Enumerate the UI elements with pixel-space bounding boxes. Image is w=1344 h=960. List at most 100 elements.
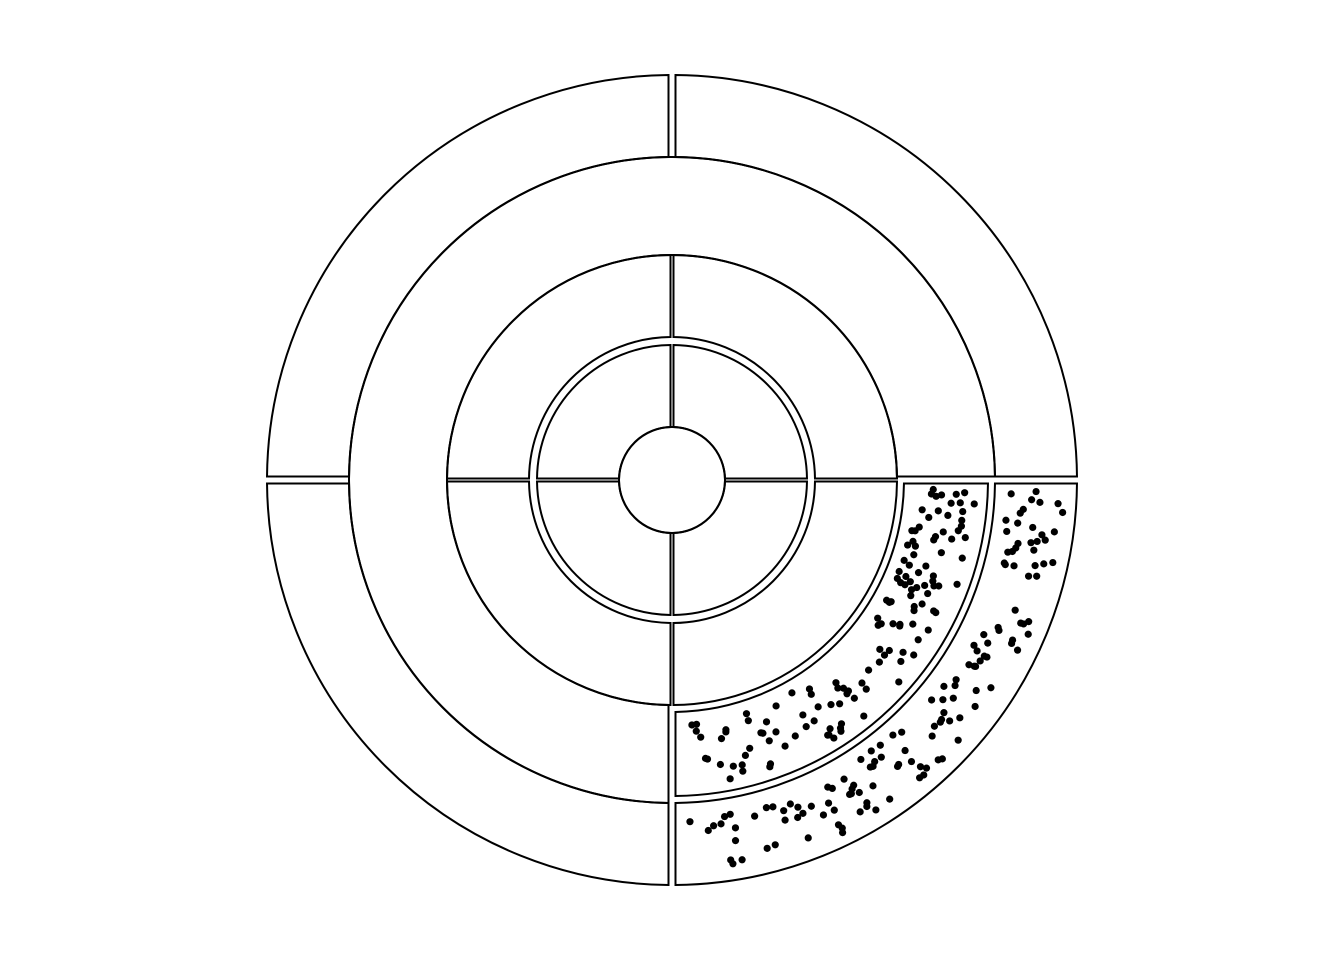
ring-4-dot	[1019, 505, 1027, 513]
ring-4-dot	[857, 755, 865, 764]
ring-4-dot	[830, 806, 838, 814]
ring-4-dot	[1002, 516, 1010, 524]
ring-4-dot	[847, 790, 855, 798]
ring-3-dot	[921, 581, 929, 590]
ring-3-dot	[762, 718, 771, 726]
ring-3-dot	[799, 711, 807, 719]
ring-3-dot	[924, 626, 932, 634]
ring-4-dot	[686, 818, 694, 826]
ring-3-dot	[788, 689, 796, 697]
ring-3-dot	[961, 489, 969, 497]
ring-3-dot	[913, 583, 921, 592]
ring-3-dot	[900, 556, 908, 564]
ring-4-dot	[952, 676, 960, 684]
ring-3-dot	[930, 607, 938, 615]
ring-3-dot	[925, 513, 933, 522]
ring-3-dot	[692, 720, 701, 728]
ring-3-dot	[947, 499, 955, 507]
ring-4-dot	[1001, 561, 1009, 569]
ring-4-dot	[1036, 498, 1044, 506]
ring-3-dot	[899, 648, 907, 656]
ring-3-dot	[830, 734, 838, 742]
ring-4-dot	[972, 686, 980, 695]
core-circle	[618, 426, 726, 534]
ring-3-dot	[885, 598, 894, 606]
ring-3-dot	[729, 762, 737, 770]
ring-4-dot	[928, 732, 936, 740]
ring-3-dot	[766, 763, 774, 771]
ring-3-dot	[939, 528, 947, 536]
ring-3-dot	[832, 679, 840, 687]
ring-4-dot	[1011, 606, 1019, 614]
ring-3-dot	[876, 645, 884, 653]
ring-4-dot	[940, 682, 948, 690]
ring-3-dot	[807, 690, 815, 698]
ring-2-top-right	[672, 253, 899, 480]
ring-3-dot	[929, 572, 937, 580]
ring-1-top-right	[672, 343, 809, 480]
ring-3-dot	[810, 717, 818, 725]
ring-4-dot	[971, 702, 979, 711]
ring-4-dot	[898, 728, 906, 736]
ring-4-top-left	[266, 74, 670, 478]
ring-4-dot	[872, 806, 880, 814]
ring-4-dot	[907, 757, 916, 766]
ring-4-dot	[951, 681, 959, 690]
ring-4-dot	[1024, 630, 1032, 638]
ring-4-dot	[1038, 531, 1046, 539]
ring-3-dot	[904, 541, 912, 549]
ring-4-dot	[738, 856, 746, 864]
ring-3-dot	[862, 685, 870, 693]
ring-3-dot	[826, 725, 834, 733]
ring-4-dot	[1040, 560, 1048, 568]
ring-4-dot	[717, 820, 725, 828]
ring-4-dot	[834, 821, 843, 829]
ring-4-dot	[939, 696, 947, 704]
ring-4-dot	[807, 802, 815, 810]
ring-3-dot	[717, 735, 726, 743]
ring-4-dot	[710, 822, 718, 830]
ring-4-dot	[794, 813, 802, 822]
ring-4-dot	[1033, 537, 1041, 546]
ring-3-dot	[726, 775, 734, 783]
ring-3-dot	[893, 574, 901, 583]
ring-3-dot	[922, 562, 930, 570]
ring-4-dot	[704, 826, 712, 835]
ring-1-bottom-left	[535, 480, 672, 617]
ring-3-dot	[906, 578, 914, 586]
ring-3-dot	[956, 499, 964, 507]
ring-3-dot	[877, 620, 885, 628]
ring-4-dot	[1032, 487, 1040, 496]
ring-4-dot	[1041, 536, 1049, 544]
ring-3-dot	[880, 651, 889, 659]
ring-3-dot	[836, 700, 844, 708]
ring-3-dot	[772, 728, 780, 736]
ring-4-dot	[983, 653, 991, 661]
ring-4-dot	[869, 762, 877, 770]
ring-4-dot	[731, 824, 740, 832]
ring-4-dot	[956, 714, 964, 722]
ring-4-dot	[786, 800, 794, 808]
ring-3-dot	[741, 751, 750, 760]
ring-3-dot	[765, 737, 773, 745]
ring-3-dot	[948, 535, 956, 543]
ring-4-dot	[824, 783, 832, 791]
ring-4-dot	[762, 804, 771, 812]
ring-4-dot	[867, 747, 875, 755]
ring-4-dot	[804, 834, 812, 842]
ring-4-top-right	[674, 74, 1078, 478]
ring-4-bottom-left	[266, 482, 670, 886]
ring-4-dot	[1033, 572, 1041, 580]
ring-3-dot	[781, 742, 789, 750]
ring-4-dot	[980, 631, 988, 639]
ring-1-top-left	[535, 343, 672, 480]
ring-4-dot	[976, 657, 984, 665]
ring-4-dot	[1014, 519, 1022, 527]
ring-3-dot	[932, 492, 940, 500]
ring-4-dot	[1049, 558, 1057, 567]
ring-4-dot	[781, 816, 789, 824]
ring-3-dot	[910, 651, 918, 659]
ring-3-dot	[860, 712, 868, 720]
ring-3-dot	[837, 727, 845, 735]
